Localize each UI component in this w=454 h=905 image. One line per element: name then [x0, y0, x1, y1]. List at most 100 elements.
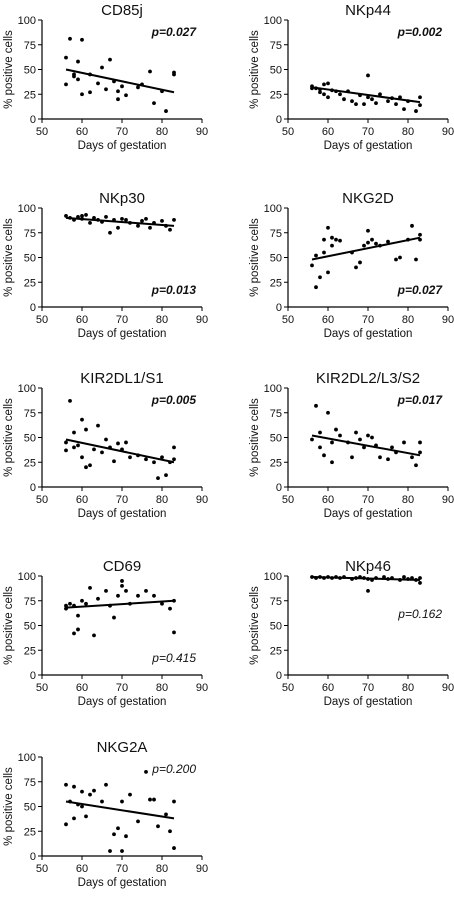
data-point: [128, 455, 132, 460]
x-tick-label: 90: [196, 314, 208, 326]
data-point: [342, 97, 346, 102]
data-point: [322, 453, 326, 458]
p-value-label: p=0.200: [151, 762, 196, 776]
data-point: [84, 427, 88, 432]
data-point: [76, 59, 80, 64]
regression-line: [311, 434, 421, 457]
x-tick-label: 70: [116, 126, 128, 138]
data-point: [84, 465, 88, 470]
data-point: [124, 440, 128, 445]
y-tick-label: 50: [24, 802, 36, 814]
y-tick-label: 75: [270, 228, 282, 240]
chart-title: KIR2DL1/S1: [80, 370, 163, 387]
data-point: [402, 440, 406, 445]
data-point: [362, 445, 366, 450]
regression-line: [65, 68, 175, 94]
x-tick-label: 80: [156, 863, 168, 875]
x-tick-label: 60: [322, 126, 334, 138]
data-point: [418, 581, 422, 585]
y-tick-label: 50: [24, 65, 36, 77]
x-tick-label: 50: [36, 314, 48, 326]
data-point: [96, 81, 100, 86]
data-point: [172, 445, 176, 450]
data-point: [152, 797, 156, 802]
p-value-label: p=0.415: [151, 651, 196, 665]
data-point: [172, 70, 176, 75]
data-point: [120, 849, 124, 853]
x-axis-label: Days of gestation: [78, 696, 167, 708]
data-point: [326, 81, 330, 86]
data-point: [112, 459, 116, 464]
data-point: [144, 216, 148, 221]
data-point: [334, 237, 338, 242]
data-point: [386, 239, 390, 244]
data-point: [112, 832, 116, 837]
y-tick-label: 100: [18, 203, 36, 215]
data-point: [124, 834, 128, 839]
data-point: [144, 588, 148, 593]
data-point: [314, 253, 318, 258]
data-point: [92, 633, 96, 638]
data-point: [338, 92, 342, 97]
y-tick-label: 75: [24, 228, 36, 240]
data-point: [322, 237, 326, 242]
x-tick-label: 50: [36, 126, 48, 138]
data-point: [80, 417, 84, 422]
chart-title: CD69: [103, 558, 141, 575]
x-tick-label: 70: [116, 314, 128, 326]
x-tick-label: 60: [76, 863, 88, 875]
data-point: [120, 216, 124, 221]
x-tick-label: 80: [402, 314, 414, 326]
data-point: [88, 463, 92, 468]
y-axis-label: % positive cells: [249, 586, 261, 665]
x-axis-label: Days of gestation: [78, 508, 167, 520]
data-point: [76, 443, 80, 448]
y-tick-label: 50: [270, 65, 282, 77]
data-point: [366, 95, 370, 100]
x-axis-label: Days of gestation: [324, 328, 413, 340]
x-tick-label: 80: [156, 494, 168, 506]
y-tick-label: 50: [270, 433, 282, 445]
data-point: [362, 243, 366, 248]
data-point: [326, 270, 330, 275]
data-point: [338, 433, 342, 438]
data-point: [124, 217, 128, 222]
p-value-label: p=0.002: [397, 25, 443, 39]
data-point: [72, 631, 76, 636]
data-point: [104, 215, 108, 219]
data-point: [350, 99, 354, 104]
x-tick-label: 50: [36, 494, 48, 506]
chart-title: KIR2DL2/L3/S2: [316, 370, 420, 387]
data-point: [390, 445, 394, 450]
x-axis-label: Days of gestation: [324, 140, 413, 152]
data-point: [136, 593, 140, 598]
x-tick-label: 90: [196, 494, 208, 506]
y-tick-label: 0: [276, 482, 282, 494]
data-point: [92, 216, 96, 220]
data-point: [64, 440, 68, 445]
data-point: [164, 812, 168, 817]
x-tick-label: 50: [282, 682, 294, 694]
data-point: [136, 223, 140, 228]
data-point: [366, 433, 370, 438]
y-tick-label: 100: [264, 15, 282, 27]
x-tick-label: 70: [362, 682, 374, 694]
data-point: [386, 457, 390, 462]
data-point: [144, 769, 148, 774]
x-tick-label: 70: [362, 314, 374, 326]
x-tick-label: 80: [156, 314, 168, 326]
data-point: [414, 257, 418, 262]
data-point: [402, 107, 406, 111]
p-value-label: p=0.027: [151, 25, 198, 39]
data-point: [354, 102, 358, 107]
x-tick-label: 60: [322, 314, 334, 326]
regression-line: [311, 236, 421, 261]
y-tick-label: 100: [264, 203, 282, 215]
data-point: [116, 593, 120, 598]
x-tick-label: 70: [116, 494, 128, 506]
data-point: [72, 816, 76, 821]
data-point: [116, 826, 120, 831]
x-tick-label: 70: [362, 494, 374, 506]
data-point: [120, 579, 124, 583]
